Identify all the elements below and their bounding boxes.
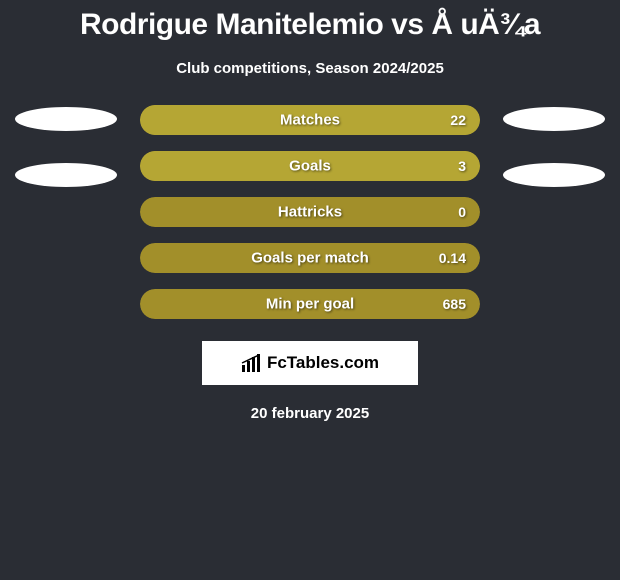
logo-text: FcTables.com [267,353,379,373]
bar-chart-icon [241,353,261,373]
bar-value: 3 [458,158,466,174]
bar-value: 685 [443,296,466,312]
stat-bar-goals-per-match: Goals per match 0.14 [140,243,480,273]
bar-label: Matches [280,112,340,129]
decor-ellipse [15,163,117,187]
right-decor-col [498,105,610,187]
decor-ellipse [503,163,605,187]
left-decor-col [10,105,122,187]
page-title: Rodrigue Manitelemio vs Å uÄ¾a [0,8,620,42]
logo-box: FcTables.com [202,341,418,385]
bar-value: 0.14 [439,250,466,266]
decor-ellipse [503,107,605,131]
stat-bar-goals: Goals 3 [140,151,480,181]
date-line: 20 february 2025 [0,405,620,422]
stat-bars: Matches 22 Goals 3 Hattricks 0 Goals per… [140,105,480,319]
stat-bar-hattricks: Hattricks 0 [140,197,480,227]
decor-ellipse [15,107,117,131]
bar-value: 22 [450,112,466,128]
subtitle: Club competitions, Season 2024/2025 [0,60,620,77]
stat-bar-min-per-goal: Min per goal 685 [140,289,480,319]
stat-bar-matches: Matches 22 [140,105,480,135]
bar-label: Goals [289,158,331,175]
bar-label: Hattricks [278,204,342,221]
bar-value: 0 [458,204,466,220]
bar-label: Goals per match [251,250,369,267]
stats-area: Matches 22 Goals 3 Hattricks 0 Goals per… [0,105,620,319]
bar-label: Min per goal [266,296,354,313]
